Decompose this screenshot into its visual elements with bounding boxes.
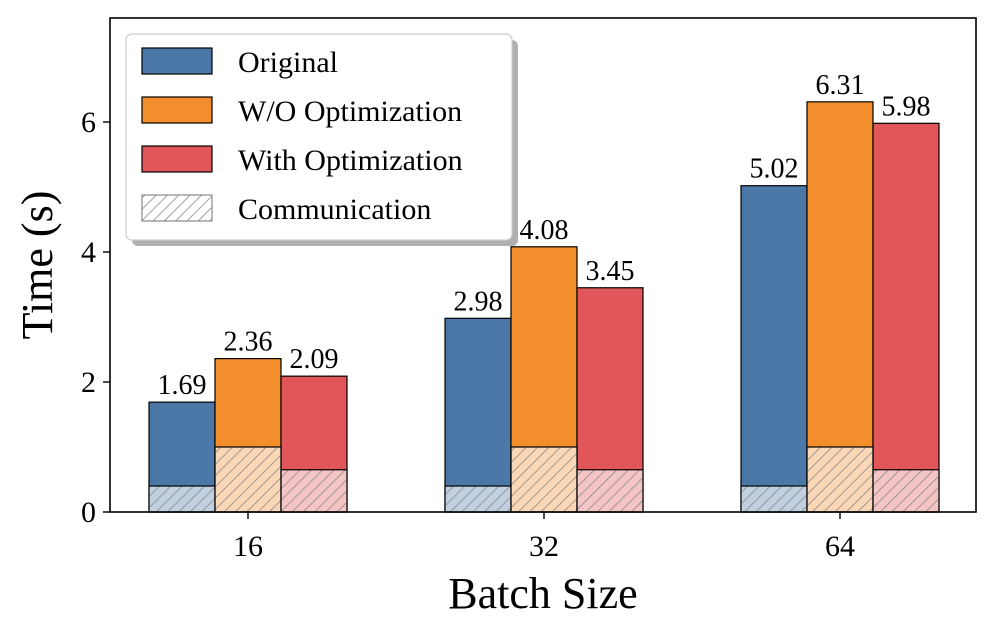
communication-bar [214, 446, 282, 513]
bar [444, 317, 512, 513]
x-tick-label: 64 [825, 530, 855, 563]
communication-bar [872, 469, 940, 513]
x-tick-label: 16 [233, 530, 263, 563]
communication-bar [280, 469, 348, 513]
data-label: 2.09 [290, 344, 339, 375]
data-label: 2.36 [224, 327, 273, 358]
bar [806, 101, 874, 513]
legend-box [125, 33, 513, 241]
data-label: 2.98 [454, 286, 503, 317]
data-label: 3.45 [586, 256, 635, 287]
data-label: 4.08 [520, 215, 569, 246]
bar [740, 185, 808, 513]
communication-bar [510, 446, 578, 513]
y-tick-label: 0 [81, 496, 96, 529]
data-label: 6.31 [816, 70, 865, 101]
legend-label: W/O Optimization [238, 95, 462, 128]
legend-label: Original [238, 46, 338, 79]
bar [872, 122, 940, 513]
legend-swatch [141, 47, 213, 75]
x-axis-title: Batch Size [448, 569, 637, 618]
legend: Original W/O Optimization With Optimizatio… [125, 33, 518, 246]
y-tick-label: 2 [81, 366, 96, 399]
axes-layer: 0 2 4 6 16 32 64 Batch Size Time (s) [13, 106, 855, 618]
communication-bar [576, 469, 644, 513]
communication-layer [148, 446, 940, 513]
legend-swatch [141, 96, 213, 124]
data-label: 1.69 [158, 370, 207, 401]
x-tick-label: 32 [529, 530, 559, 563]
legend-swatch [141, 145, 213, 173]
communication-bar [148, 485, 216, 513]
data-label: 5.02 [750, 154, 799, 185]
y-axis-title: Time (s) [13, 191, 62, 340]
communication-bar [806, 446, 874, 513]
legend-swatch-communication [141, 194, 213, 222]
data-labels-layer: 1.69 2.98 5.02 2.36 4.08 6.31 2.09 3.45 5.98 [158, 70, 931, 401]
legend-label: With Optimization [238, 144, 463, 177]
communication-bar [740, 485, 808, 513]
communication-bar [444, 485, 512, 513]
plot-frame [109, 17, 977, 513]
y-tick-label: 6 [81, 106, 96, 139]
data-label: 5.98 [882, 91, 931, 122]
legend-label: Communication [238, 193, 431, 226]
y-tick-label: 4 [81, 236, 96, 269]
